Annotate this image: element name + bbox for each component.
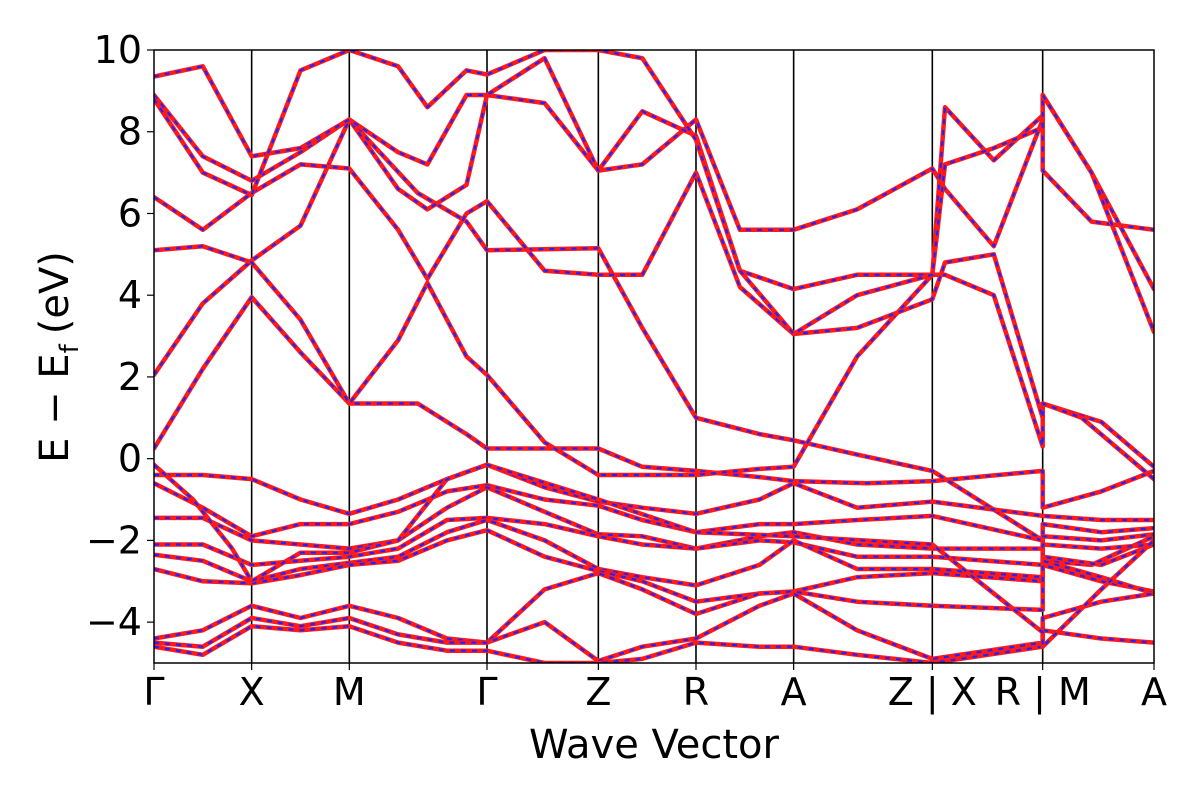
band-line-dashed	[154, 486, 1154, 550]
y-tick-label: 2	[118, 355, 142, 399]
band-line-dashed	[154, 592, 1154, 663]
high-symmetry-lines	[250, 50, 1044, 663]
band-line-solid	[154, 117, 1154, 568]
band-line-dashed	[154, 118, 1154, 566]
plot-frame	[153, 49, 1155, 664]
y-tick-label: −4	[86, 600, 142, 644]
y-tick-label: 4	[118, 273, 142, 317]
band-line-dashed	[154, 163, 1154, 480]
band-lines	[154, 50, 1154, 663]
y-axis-ticks: 10 8 6 4 2 0 −2 −4	[86, 28, 154, 644]
y-tick-label: 0	[118, 437, 142, 481]
band-line-dashed	[154, 518, 1154, 587]
band-line-dashed	[154, 529, 1154, 603]
x-tick-label: Γ	[143, 670, 164, 714]
x-tick-label: R | M	[995, 670, 1091, 715]
x-tick-label: Γ	[476, 670, 497, 714]
band-line-dashed	[154, 559, 1154, 644]
x-tick-label: R	[683, 670, 709, 714]
band-line-dashed	[154, 245, 1154, 477]
band-line-solid	[154, 623, 1154, 663]
x-tick-label: A	[1141, 670, 1167, 714]
band-line-dashed	[154, 57, 1154, 291]
x-tick-label: A	[781, 670, 807, 714]
band-line-dashed	[154, 463, 1154, 648]
band-line-solid	[154, 243, 1154, 478]
y-tick-label: −2	[86, 518, 142, 562]
x-axis-title: Wave Vector	[529, 722, 780, 768]
x-tick-label: X	[239, 670, 265, 714]
x-tick-label: Z | X	[888, 670, 977, 715]
band-line-dashed	[154, 296, 1154, 509]
band-line-dashed	[154, 516, 1154, 566]
y-axis-title-unit: (eV)	[32, 251, 78, 334]
x-tick-label: Z	[585, 670, 611, 714]
y-axis-title-main: E − E	[32, 353, 78, 463]
band-line-dashed	[154, 93, 1154, 248]
y-tick-label: 6	[118, 191, 142, 235]
band-line-dashed	[154, 482, 1154, 542]
band-line-dashed	[154, 50, 1154, 336]
y-tick-label: 8	[118, 110, 142, 154]
x-axis-ticks: Γ X M Γ Z R A Z | X R | M A	[143, 663, 1167, 715]
x-tick-label: M	[333, 670, 366, 714]
y-axis-title: E − Ef (eV)	[32, 251, 85, 463]
y-axis-title-subscript: f	[55, 343, 85, 353]
y-tick-label: 10	[94, 28, 142, 72]
